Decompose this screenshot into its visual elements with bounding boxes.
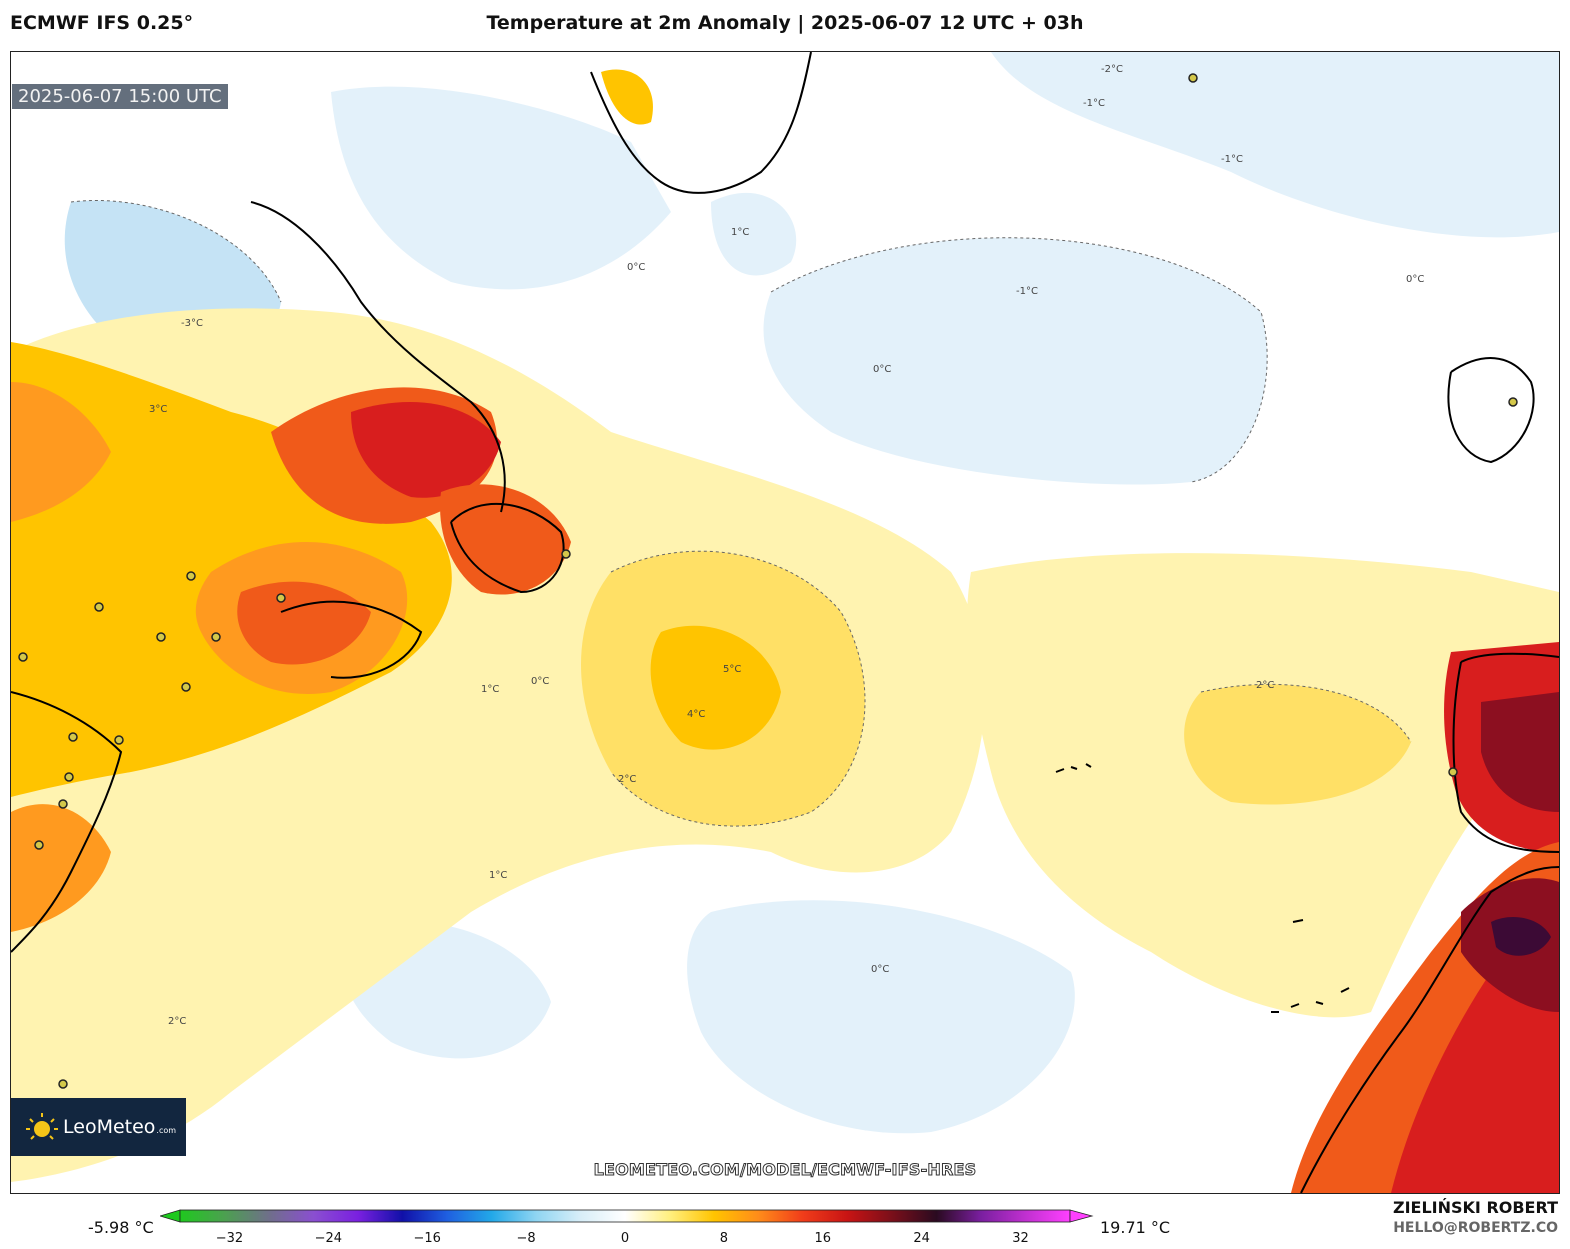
contour-label: 0°C bbox=[871, 964, 889, 975]
cool-area-central-north bbox=[763, 237, 1268, 485]
colorbar bbox=[160, 1209, 1094, 1223]
colorbar-max-arrow bbox=[1069, 1209, 1094, 1223]
colorbar-tick-label: −8 bbox=[516, 1231, 536, 1246]
city-marker bbox=[1188, 73, 1198, 83]
contour-label: -2°C bbox=[1101, 64, 1123, 75]
model-name: ECMWF IFS 0.25° bbox=[10, 12, 194, 34]
warm-labrador-core bbox=[351, 402, 501, 498]
colorbar-tick-label: −24 bbox=[314, 1231, 343, 1246]
model-url-watermark: LEOMETEO.COM/MODEL/ECMWF-IFS-HRES bbox=[593, 1160, 977, 1180]
city-marker bbox=[186, 571, 196, 581]
warm-north-america-core bbox=[11, 382, 111, 522]
city-marker bbox=[211, 632, 221, 642]
warm-core-east bbox=[1184, 684, 1411, 805]
coastlines bbox=[11, 52, 1559, 1193]
city-marker bbox=[34, 840, 44, 850]
africa-coast bbox=[1300, 866, 1559, 1193]
contour-label: 2°C bbox=[618, 774, 636, 785]
contour-line bbox=[70, 200, 282, 303]
valid-time-badge: 2025-06-07 15:00 UTC bbox=[12, 84, 228, 109]
warm-iberia-core bbox=[1481, 692, 1559, 812]
contour-label: -1°C bbox=[1016, 286, 1038, 297]
greenland-coast bbox=[590, 52, 812, 194]
warm-newfoundland bbox=[440, 484, 571, 595]
us-east-coast bbox=[11, 691, 123, 953]
city-marker bbox=[58, 1079, 68, 1089]
contour-label: 0°C bbox=[1406, 274, 1424, 285]
city-marker bbox=[561, 549, 571, 559]
city-marker bbox=[58, 799, 68, 809]
azores-islands bbox=[1055, 763, 1092, 773]
logo-text: LeoMeteo bbox=[63, 1116, 156, 1138]
contour-line bbox=[1200, 683, 1412, 743]
warm-ireland-edge bbox=[1441, 342, 1559, 455]
contour-label: 1°C bbox=[481, 684, 499, 695]
contour-label: -1°C bbox=[1221, 154, 1243, 165]
iberia-coast bbox=[1452, 652, 1559, 853]
city-marker bbox=[1448, 767, 1458, 777]
colorbar-min-value: -5.98 °C bbox=[88, 1218, 154, 1237]
newfoundland-coast bbox=[450, 502, 565, 594]
colorbar-gradient bbox=[179, 1209, 1071, 1223]
city-marker bbox=[1508, 397, 1518, 407]
colorbar-tick-label: 0 bbox=[620, 1231, 630, 1246]
colorbar-tick-label: −32 bbox=[215, 1231, 244, 1246]
canary-islands bbox=[1271, 987, 1350, 1013]
city-marker bbox=[181, 682, 191, 692]
nova-scotia-coast bbox=[280, 600, 423, 679]
city-marker bbox=[276, 593, 286, 603]
warm-greenland-coast bbox=[601, 69, 653, 125]
warm-morocco-extreme bbox=[1491, 917, 1551, 956]
madeira-island bbox=[1292, 919, 1304, 923]
city-marker bbox=[156, 632, 166, 642]
colorbar-max-value: 19.71 °C bbox=[1100, 1218, 1171, 1237]
cool-area-greenland-south bbox=[711, 192, 797, 276]
author-email[interactable]: HELLO@ROBERTZ.CO bbox=[1393, 1220, 1558, 1236]
city-marker bbox=[68, 732, 78, 742]
contour-label: 0°C bbox=[627, 262, 645, 273]
city-marker bbox=[18, 652, 28, 662]
contour-label: 1°C bbox=[731, 227, 749, 238]
warm-us-east-coast bbox=[11, 804, 111, 932]
contour-label: 3°C bbox=[149, 404, 167, 415]
colorbar-tick-label: 8 bbox=[719, 1231, 729, 1246]
cool-area-north bbox=[331, 86, 671, 290]
contour-label: 2°C bbox=[168, 1016, 186, 1027]
contour-label: 5°C bbox=[723, 664, 741, 675]
warm-anomaly-areas bbox=[11, 69, 1559, 1193]
contour-label: -1°C bbox=[1083, 98, 1105, 109]
city-markers bbox=[18, 73, 1518, 1089]
ireland-coast bbox=[1447, 357, 1535, 464]
colorbar-tick-label: 16 bbox=[814, 1231, 832, 1246]
cool-area-south-central bbox=[687, 900, 1075, 1134]
islands bbox=[1055, 763, 1350, 1013]
colorbar-tick-label: 24 bbox=[913, 1231, 930, 1246]
cool-anomaly-areas bbox=[64, 52, 1559, 1134]
city-marker bbox=[114, 735, 124, 745]
logo-suffix: .com bbox=[156, 1126, 177, 1135]
colorbar-tick-label: −16 bbox=[413, 1231, 441, 1246]
colorbar-min-arrow bbox=[160, 1209, 181, 1223]
contour-label: 1°C bbox=[489, 870, 507, 881]
leometeo-logo[interactable]: LeoMeteo .com bbox=[11, 1098, 186, 1156]
map-canvas: -3°C -2°C -1°C -1°C -1°C 0°C 0°C 0°C 0°C… bbox=[11, 52, 1559, 1193]
cool-area-iceland bbox=[991, 52, 1559, 238]
anomaly-map[interactable]: -3°C -2°C -1°C -1°C -1°C 0°C 0°C 0°C 0°C… bbox=[10, 51, 1560, 1194]
city-marker bbox=[94, 602, 104, 612]
author-name: ZIELIŃSKI ROBERT bbox=[1392, 1198, 1558, 1217]
contour-label-group: -3°C -2°C -1°C -1°C -1°C 0°C 0°C 0°C 0°C… bbox=[149, 64, 1424, 1027]
contour-label: 0°C bbox=[873, 364, 891, 375]
contour-label: -3°C bbox=[181, 318, 203, 329]
city-marker bbox=[64, 772, 74, 782]
contour-label: 4°C bbox=[687, 709, 705, 720]
contour-lines bbox=[70, 200, 1412, 827]
labrador-coast bbox=[250, 201, 506, 513]
contour-label: 2°C bbox=[1256, 680, 1274, 691]
sun-icon bbox=[26, 1113, 58, 1140]
warm-core-inner bbox=[650, 625, 781, 750]
chart-title: Temperature at 2m Anomaly | 2025-06-07 1… bbox=[486, 12, 1084, 34]
colorbar-tick-label: 32 bbox=[1012, 1231, 1029, 1246]
contour-label: 0°C bbox=[531, 676, 549, 687]
